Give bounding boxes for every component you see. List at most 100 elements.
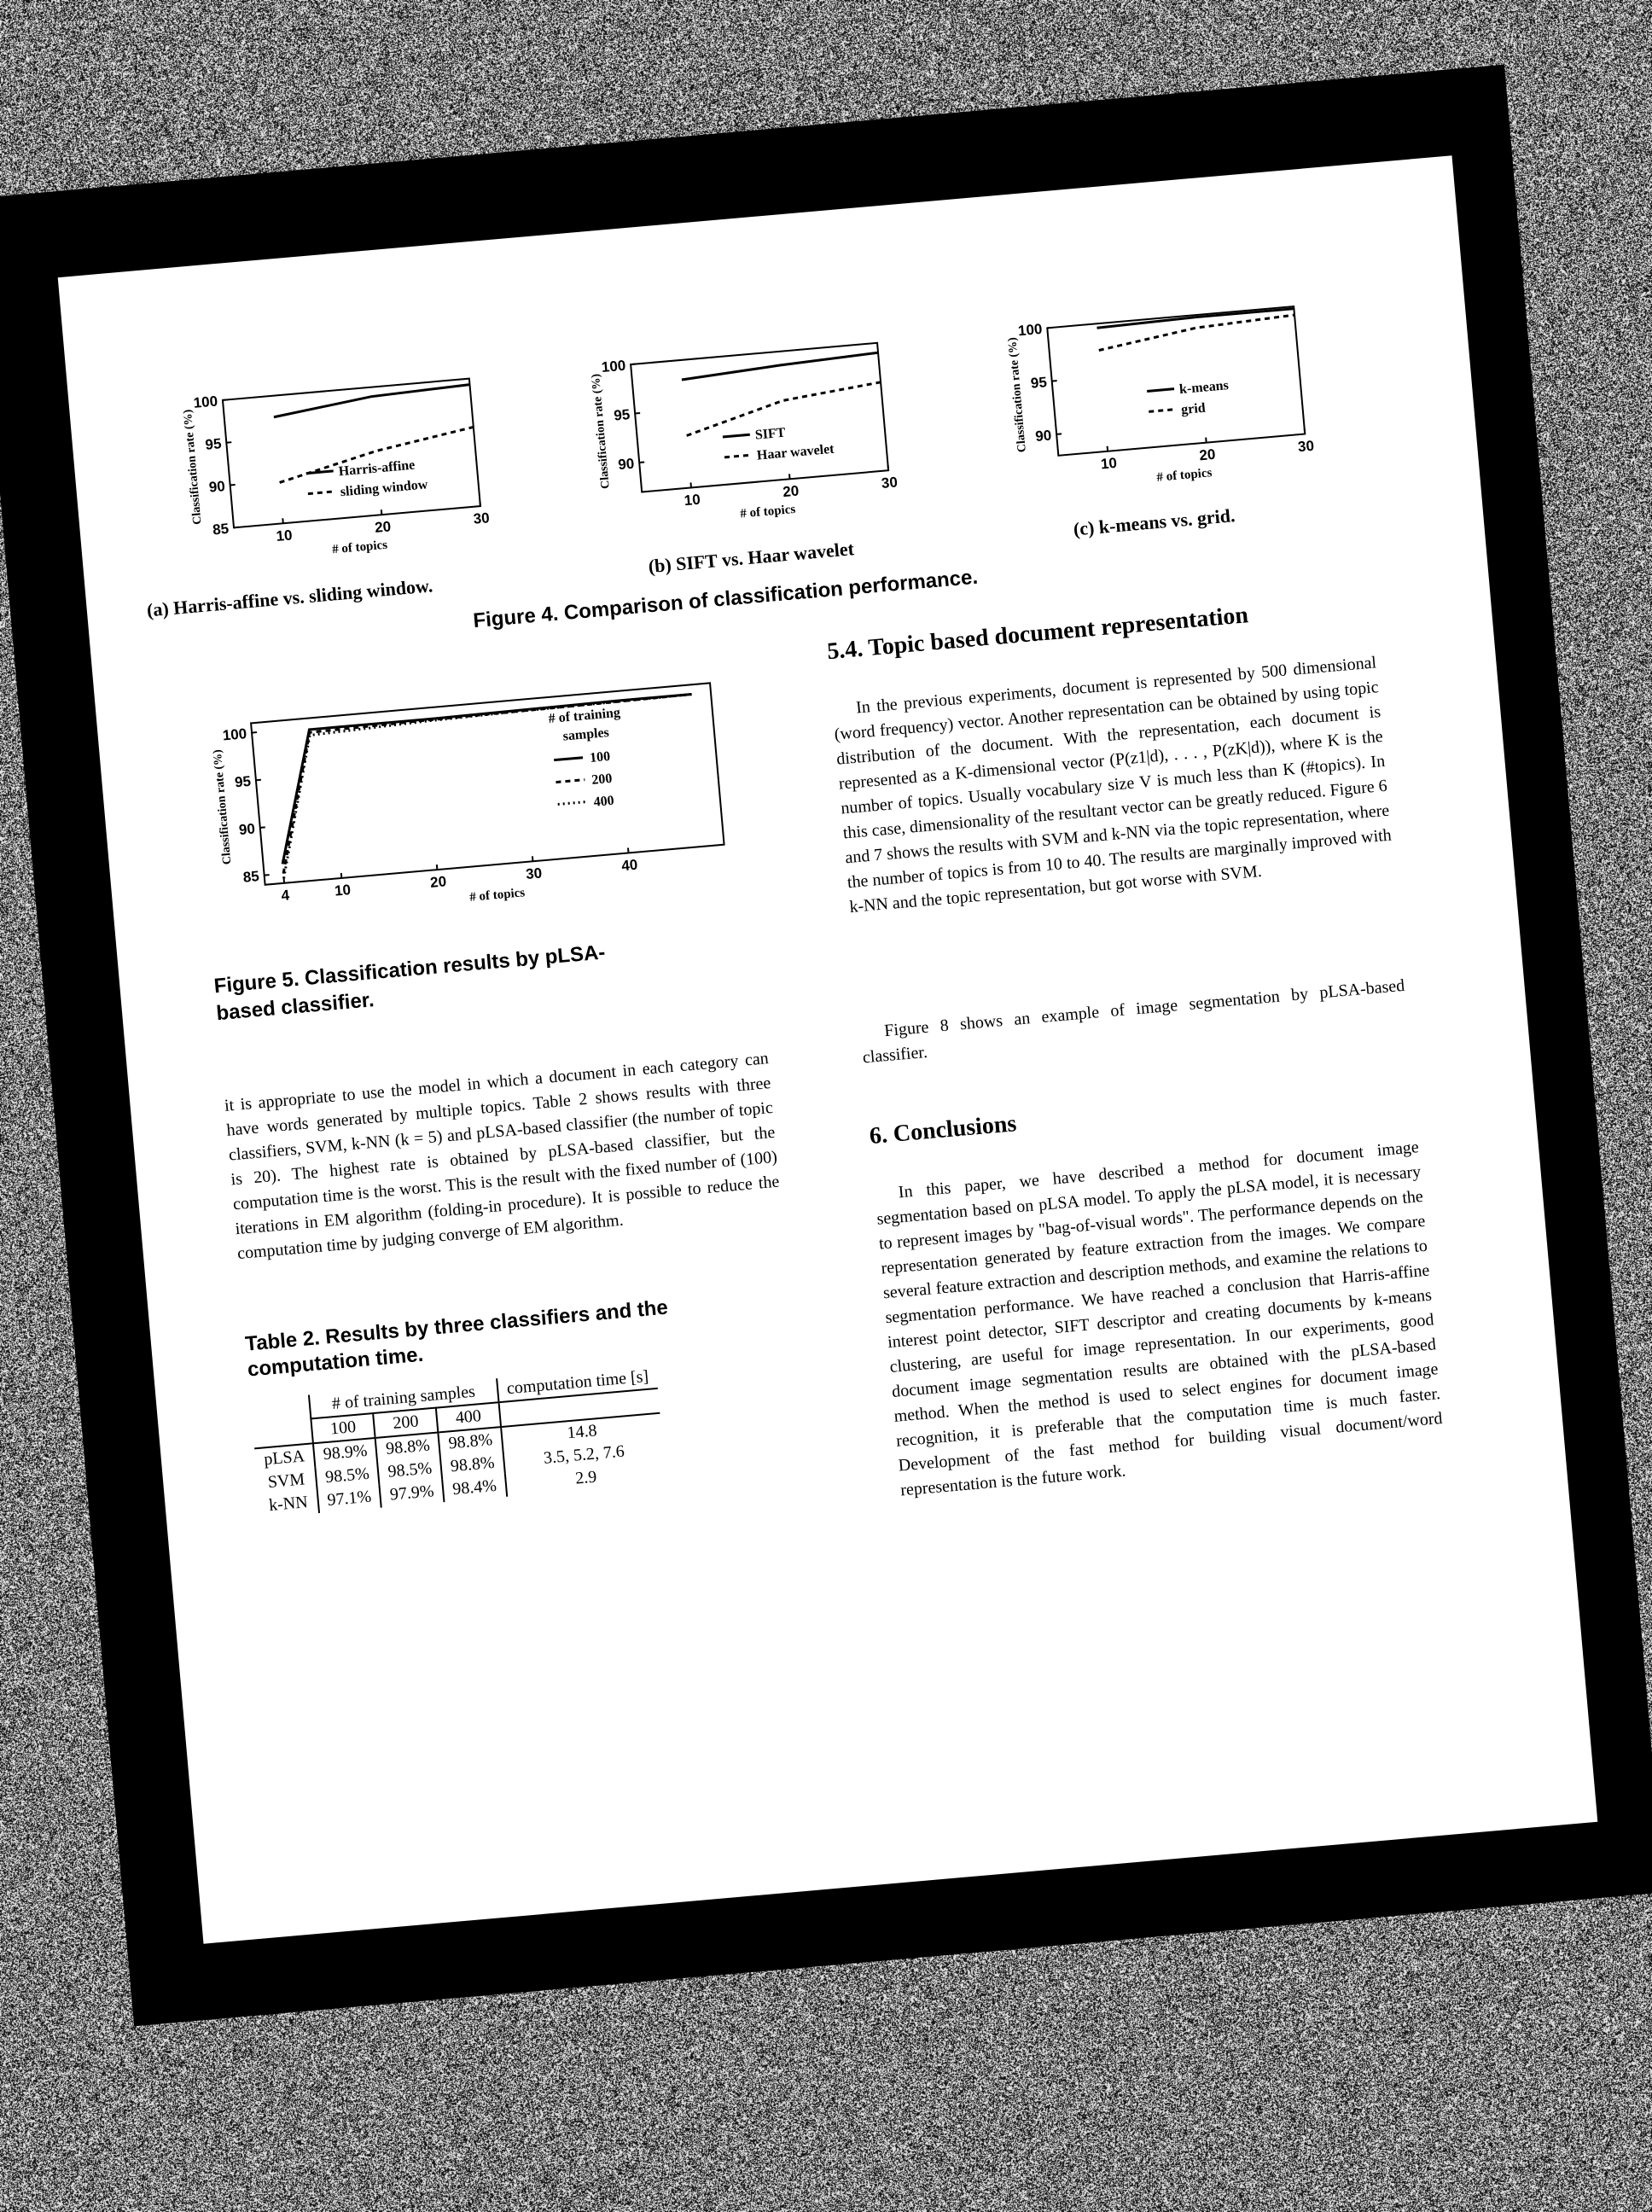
- figure4a-plot: 100 95 90 85 10 20 30 # of topics Classification…: [171, 370, 493, 584]
- legend-swatch: [554, 758, 583, 760]
- x-tick-label: 30: [881, 474, 899, 492]
- series-line: [272, 385, 471, 417]
- plot-frame: [631, 343, 888, 492]
- y-tick-label: 90: [208, 478, 226, 496]
- legend-label: SIFT: [754, 426, 786, 443]
- figure4b-plot: 100 95 90 10 20 30 # of topics Classification r…: [579, 334, 901, 548]
- y-tick-label: 90: [238, 820, 256, 838]
- x-tick-label: 10: [1100, 455, 1118, 473]
- plot-frame: [1047, 306, 1305, 456]
- series-line: [270, 695, 704, 879]
- figure4c-plot: 100 95 90 10 20 30 # of topics Classification r…: [996, 297, 1318, 511]
- y-axis-label: Classification rate (%): [182, 409, 205, 525]
- legend-swatch: [1147, 389, 1174, 392]
- x-tick: [888, 465, 889, 470]
- y-tick: [260, 827, 265, 828]
- y-axis-label: Classification rate (%): [590, 373, 613, 489]
- series-line: [270, 695, 703, 864]
- y-tick: [631, 364, 636, 365]
- left-paragraph: it is appropriate to use the model in wh…: [224, 1046, 782, 1266]
- legend-swatch: [723, 434, 750, 437]
- legend-label: sliding window: [340, 477, 428, 499]
- x-tick-label: 10: [334, 882, 352, 899]
- legend-label: 200: [591, 771, 613, 788]
- y-tick-label: 95: [205, 435, 223, 453]
- x-tick-label: 30: [525, 864, 543, 882]
- figure5: 100 95 90 85 4 10 20 30 40 # of topics Classificat…: [190, 672, 754, 946]
- legend-swatch: [724, 455, 752, 457]
- x-tick-label: 20: [782, 482, 800, 500]
- section6-heading: 6. Conclusions: [869, 1110, 1018, 1150]
- y-tick: [635, 413, 640, 414]
- x-axis-label: # of topics: [740, 503, 796, 521]
- figure4c: 100 95 90 10 20 30 # of topics Classification r…: [996, 297, 1318, 515]
- y-tick-label: 95: [1030, 374, 1048, 392]
- y-tick-label: 90: [1035, 427, 1053, 445]
- y-tick-label: 100: [193, 393, 218, 410]
- x-tick: [628, 847, 629, 853]
- legend-label: Haar wavelet: [756, 442, 835, 463]
- x-tick: [437, 864, 438, 870]
- table2-cell: 97.9%: [380, 1479, 445, 1507]
- figure5-plot: 100 95 90 85 4 10 20 30 40 # of topics Classificat…: [190, 672, 753, 941]
- series-line: [1096, 309, 1294, 329]
- legend-label: 100: [589, 749, 610, 765]
- x-tick: [341, 873, 342, 878]
- series-line: [270, 695, 704, 874]
- y-tick-label: 95: [234, 773, 252, 791]
- paper-page: 100 95 90 85 10 20 30 # of topics Classification…: [58, 155, 1598, 1943]
- legend-swatch: [308, 492, 335, 494]
- x-tick: [690, 482, 691, 487]
- legend-label: k-means: [1178, 378, 1229, 397]
- figure4a: 100 95 90 85 10 20 30 # of topics Classification…: [171, 370, 493, 588]
- table2-cell: 98.4%: [442, 1474, 507, 1502]
- figure4b: 100 95 90 10 20 30 # of topics Classification r…: [579, 334, 901, 552]
- x-tick-label: 4: [281, 887, 291, 904]
- y-tick: [223, 399, 228, 400]
- figure4-caption: Figure 4. Comparison of classification p…: [472, 566, 979, 634]
- y-tick: [226, 442, 231, 443]
- x-tick: [1206, 438, 1207, 443]
- y-tick-label: 95: [614, 406, 631, 424]
- x-tick: [789, 474, 790, 479]
- y-tick-label: 100: [601, 358, 626, 375]
- x-tick-label: 10: [276, 527, 294, 544]
- legend-label: grid: [1181, 401, 1207, 417]
- y-tick: [252, 732, 257, 733]
- x-tick-label: 10: [683, 492, 701, 509]
- y-tick-label: 85: [242, 868, 260, 886]
- table2-caption: Table 2. Results by three classifiers an…: [244, 1284, 793, 1383]
- y-tick: [256, 780, 261, 781]
- x-tick: [284, 878, 285, 883]
- x-tick: [381, 509, 382, 515]
- table2-row-name: k-NN: [259, 1490, 319, 1518]
- legend-label: 400: [593, 794, 614, 810]
- legend-title: samples: [562, 725, 610, 744]
- legend-swatch: [556, 780, 585, 783]
- x-axis-label: # of topics: [332, 538, 388, 557]
- y-tick-label: 90: [618, 456, 636, 474]
- x-tick-label: 20: [374, 518, 392, 536]
- figure5-caption-line1: Figure 5. Classification results by pLSA…: [213, 940, 607, 998]
- y-axis-label: Classification rate (%): [212, 748, 235, 864]
- x-tick-label: 30: [1297, 438, 1315, 456]
- x-tick-label: 40: [621, 857, 639, 875]
- x-tick-label: 30: [473, 509, 491, 527]
- table2-cell: 97.1%: [317, 1485, 382, 1513]
- section54-para1: In the previous experiments, document is…: [831, 650, 1394, 920]
- y-axis-label: Classification rate (%): [1006, 336, 1029, 452]
- x-axis-label: # of topics: [469, 886, 526, 905]
- y-tick-label: 85: [212, 521, 230, 538]
- section54-heading: 5.4. Topic based document representation: [826, 602, 1249, 666]
- x-axis-label: # of topics: [1156, 466, 1213, 485]
- x-tick: [282, 518, 283, 523]
- x-tick-label: 20: [429, 873, 447, 891]
- x-tick: [1305, 429, 1306, 434]
- legend-swatch: [558, 802, 587, 805]
- section54-para2: Figure 8 shows an example of image segme…: [859, 974, 1408, 1071]
- y-tick-label: 100: [1017, 321, 1043, 339]
- x-tick: [532, 856, 533, 861]
- y-tick: [234, 527, 239, 528]
- y-tick: [1047, 328, 1052, 329]
- x-tick-label: 20: [1199, 446, 1217, 464]
